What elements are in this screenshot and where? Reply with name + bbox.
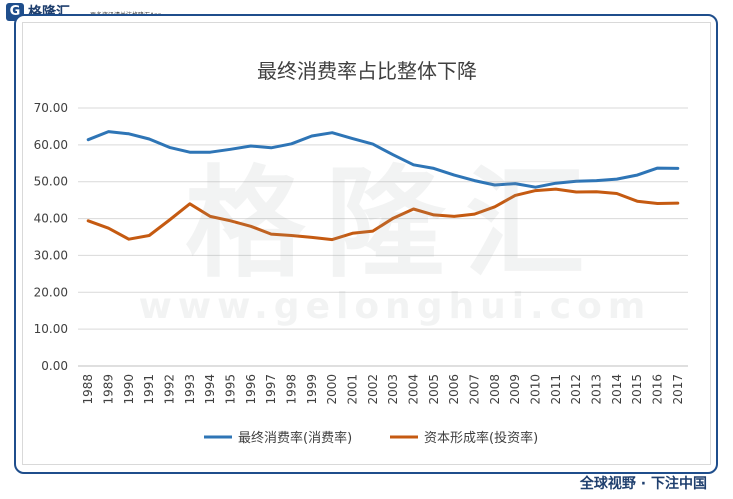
legend-label-1: 最终消费率(消费率)	[238, 430, 352, 446]
x-tick-label: 1995	[224, 374, 238, 405]
x-tick-label: 2009	[508, 374, 522, 405]
x-axis-ticks: 1988 1989 1990 1991 1992 1993 1994 1995 1996 1997…	[81, 374, 685, 405]
x-tick-label: 1992	[163, 374, 177, 405]
x-tick-label: 2000	[325, 374, 339, 405]
y-tick-label: 10.00	[34, 322, 68, 336]
x-tick-label: 2002	[366, 374, 380, 405]
x-tick-label: 2003	[386, 374, 400, 405]
y-tick-label: 20.00	[34, 285, 68, 299]
x-tick-label: 1994	[203, 374, 217, 405]
y-axis-ticks: 0.00 10.00 20.00 30.00 40.00 50.00 60.00 70.00	[34, 101, 68, 373]
chart-title: 最终消费率占比整体下降	[257, 59, 477, 83]
x-tick-label: 2008	[488, 374, 502, 405]
y-tick-label: 0.00	[41, 359, 68, 373]
chart-card	[22, 22, 711, 465]
legend: 最终消费率(消费率) 资本形成率(投资率)	[204, 430, 538, 446]
x-tick-label: 2014	[610, 374, 624, 405]
y-tick-label: 40.00	[34, 212, 68, 226]
x-tick-label: 1988	[81, 374, 95, 405]
series-lines	[86, 130, 680, 242]
y-tick-label: 60.00	[34, 138, 68, 152]
x-tick-label: 2007	[468, 374, 482, 405]
x-tick-label: 2015	[630, 374, 644, 405]
y-tick-label: 70.00	[34, 101, 68, 115]
x-tick-label: 1997	[264, 374, 278, 405]
x-tick-label: 2011	[549, 374, 563, 405]
x-tick-label: 2001	[346, 374, 360, 405]
x-tick-label: 1991	[142, 374, 156, 405]
x-tick-label: 2012	[569, 374, 583, 405]
x-tick-label: 1989	[102, 374, 116, 405]
x-tick-label: 2010	[529, 374, 543, 405]
x-tick-label: 1999	[305, 374, 319, 405]
x-tick-label: 2005	[427, 374, 441, 405]
series-line-1	[86, 130, 680, 189]
slogan: 全球视野 · 下注中国	[579, 476, 707, 492]
legend-label-2: 资本形成率(投资率)	[424, 430, 538, 446]
gridlines	[78, 107, 688, 367]
x-tick-label: 1998	[285, 374, 299, 405]
x-tick-label: 2017	[671, 374, 685, 405]
x-tick-label: 1996	[244, 374, 258, 405]
x-tick-label: 2016	[651, 374, 665, 405]
x-tick-label: 2006	[447, 374, 461, 405]
y-tick-label: 30.00	[34, 248, 68, 262]
x-tick-label: 1993	[183, 374, 197, 405]
x-tick-label: 1990	[122, 374, 136, 405]
series-line-2	[86, 187, 680, 242]
y-tick-label: 50.00	[34, 175, 68, 189]
x-tick-label: 2013	[590, 374, 604, 405]
x-tick-label: 2004	[407, 374, 421, 405]
